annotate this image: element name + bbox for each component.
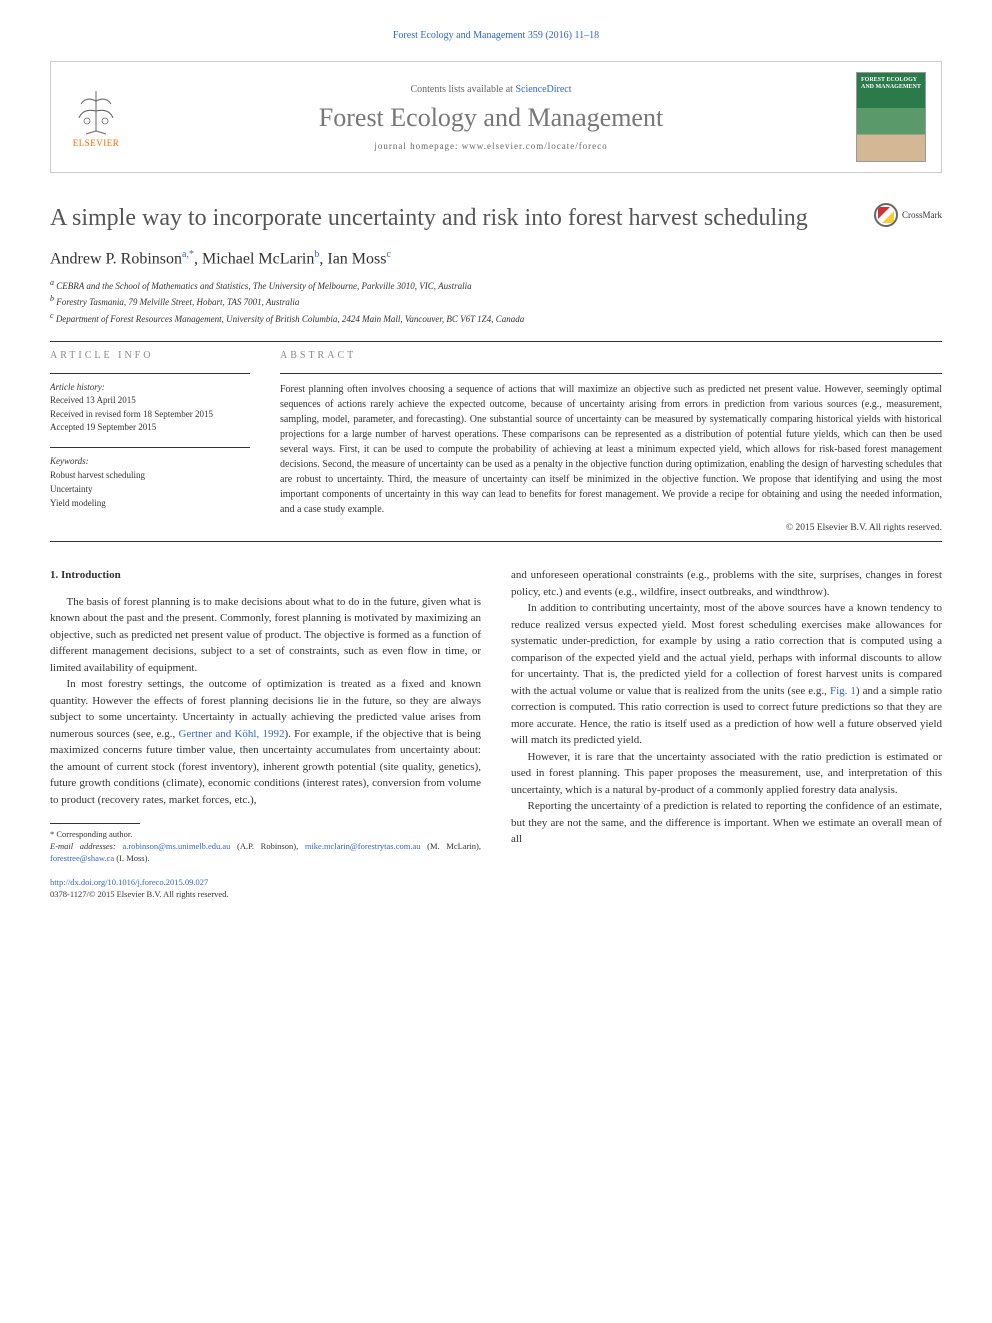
body-paragraph: Reporting the uncertainty of a predictio… xyxy=(511,798,942,848)
abstract: ABSTRACT Forest planning often involves … xyxy=(280,350,942,533)
article-page: Forest Ecology and Management 359 (2016)… xyxy=(0,0,992,930)
corresponding-author-note: * Corresponding author. xyxy=(50,829,481,841)
author-2-affil: b xyxy=(314,249,319,260)
section-1-heading: 1. Introduction xyxy=(50,567,481,584)
journal-ref-link[interactable]: Forest Ecology and Management 359 (2016)… xyxy=(393,30,599,41)
contents-available: Contents lists available at ScienceDirec… xyxy=(141,84,841,95)
history-text: Received 13 April 2015 Received in revis… xyxy=(50,394,250,435)
article-info-heading: ARTICLE INFO xyxy=(50,350,250,361)
journal-reference: Forest Ecology and Management 359 (2016)… xyxy=(50,30,942,41)
history-label: Article history: xyxy=(50,382,250,392)
footnote-separator xyxy=(50,823,140,824)
divider xyxy=(50,373,250,374)
abstract-text: Forest planning often involves choosing … xyxy=(280,382,942,517)
body-paragraph: In most forestry settings, the outcome o… xyxy=(50,676,481,808)
email-addresses: E-mail addresses: a.robinson@ms.unimelb.… xyxy=(50,841,481,865)
affiliation-c: Department of Forest Resources Managemen… xyxy=(56,314,524,324)
header-center: Contents lists available at ScienceDirec… xyxy=(141,84,841,151)
journal-header: ELSEVIER Contents lists available at Sci… xyxy=(50,61,942,173)
author-3[interactable]: Ian Moss xyxy=(327,251,386,268)
journal-homepage: journal homepage: www.elsevier.com/locat… xyxy=(141,141,841,151)
sciencedirect-link[interactable]: ScienceDirect xyxy=(515,84,571,95)
elsevier-logo[interactable]: ELSEVIER xyxy=(66,82,126,152)
author-3-affil: c xyxy=(386,249,390,260)
journal-name: Forest Ecology and Management xyxy=(141,103,841,133)
body-paragraph: and unforeseen operational constraints (… xyxy=(511,567,942,600)
author-1[interactable]: Andrew P. Robinson xyxy=(50,251,182,268)
email-2[interactable]: mike.mclarin@forestrytas.com.au xyxy=(305,841,421,851)
elsevier-wordmark: ELSEVIER xyxy=(73,138,120,148)
email-3[interactable]: forestree@shaw.ca xyxy=(50,853,114,863)
author-2[interactable]: Michael McLarin xyxy=(202,251,314,268)
article-title: A simple way to incorporate uncertainty … xyxy=(50,203,874,234)
crossmark-badge[interactable]: CrossMark xyxy=(874,203,942,227)
elsevier-tree-icon xyxy=(71,86,121,136)
author-list: Andrew P. Robinsona,*, Michael McLarinb,… xyxy=(50,249,942,268)
divider xyxy=(50,341,942,342)
affiliation-a: CEBRA and the School of Mathematics and … xyxy=(56,281,471,291)
body-paragraph: The basis of forest planning is to make … xyxy=(50,594,481,677)
doi-block: http://dx.doi.org/10.1016/j.foreco.2015.… xyxy=(50,877,481,901)
keywords-label: Keywords: xyxy=(50,456,250,466)
divider xyxy=(50,541,942,542)
abstract-heading: ABSTRACT xyxy=(280,350,942,361)
affiliations: a CEBRA and the School of Mathematics an… xyxy=(50,277,942,327)
body-columns: 1. Introduction The basis of forest plan… xyxy=(50,567,942,900)
cover-title: FOREST ECOLOGY AND MANAGEMENT xyxy=(861,77,921,90)
body-paragraph: In addition to contributing uncertainty,… xyxy=(511,600,942,749)
affiliation-b: Forestry Tasmania, 79 Melville Street, H… xyxy=(56,297,299,307)
journal-cover-thumbnail[interactable]: FOREST ECOLOGY AND MANAGEMENT xyxy=(856,72,926,162)
divider xyxy=(50,447,250,448)
author-1-affil: a,* xyxy=(182,249,194,260)
footnotes: * Corresponding author. E-mail addresses… xyxy=(50,829,481,865)
article-info: ARTICLE INFO Article history: Received 1… xyxy=(50,350,250,533)
abstract-copyright: © 2015 Elsevier B.V. All rights reserved… xyxy=(280,523,942,533)
body-col-right: and unforeseen operational constraints (… xyxy=(511,567,942,900)
title-row: A simple way to incorporate uncertainty … xyxy=(50,203,942,234)
body-paragraph: However, it is rare that the uncertainty… xyxy=(511,749,942,799)
info-abstract-row: ARTICLE INFO Article history: Received 1… xyxy=(50,350,942,533)
issn-copyright: 0378-1127/© 2015 Elsevier B.V. All right… xyxy=(50,889,229,899)
doi-link[interactable]: http://dx.doi.org/10.1016/j.foreco.2015.… xyxy=(50,877,208,887)
crossmark-label: CrossMark xyxy=(902,210,942,220)
keywords: Robust harvest scheduling Uncertainty Yi… xyxy=(50,468,250,511)
divider xyxy=(280,373,942,374)
body-col-left: 1. Introduction The basis of forest plan… xyxy=(50,567,481,900)
citation-link[interactable]: Gertner and Köhl, 1992 xyxy=(179,728,285,740)
crossmark-icon xyxy=(874,203,898,227)
email-1[interactable]: a.robinson@ms.unimelb.edu.au xyxy=(122,841,230,851)
figure-ref-link[interactable]: Fig. 1 xyxy=(830,685,856,697)
